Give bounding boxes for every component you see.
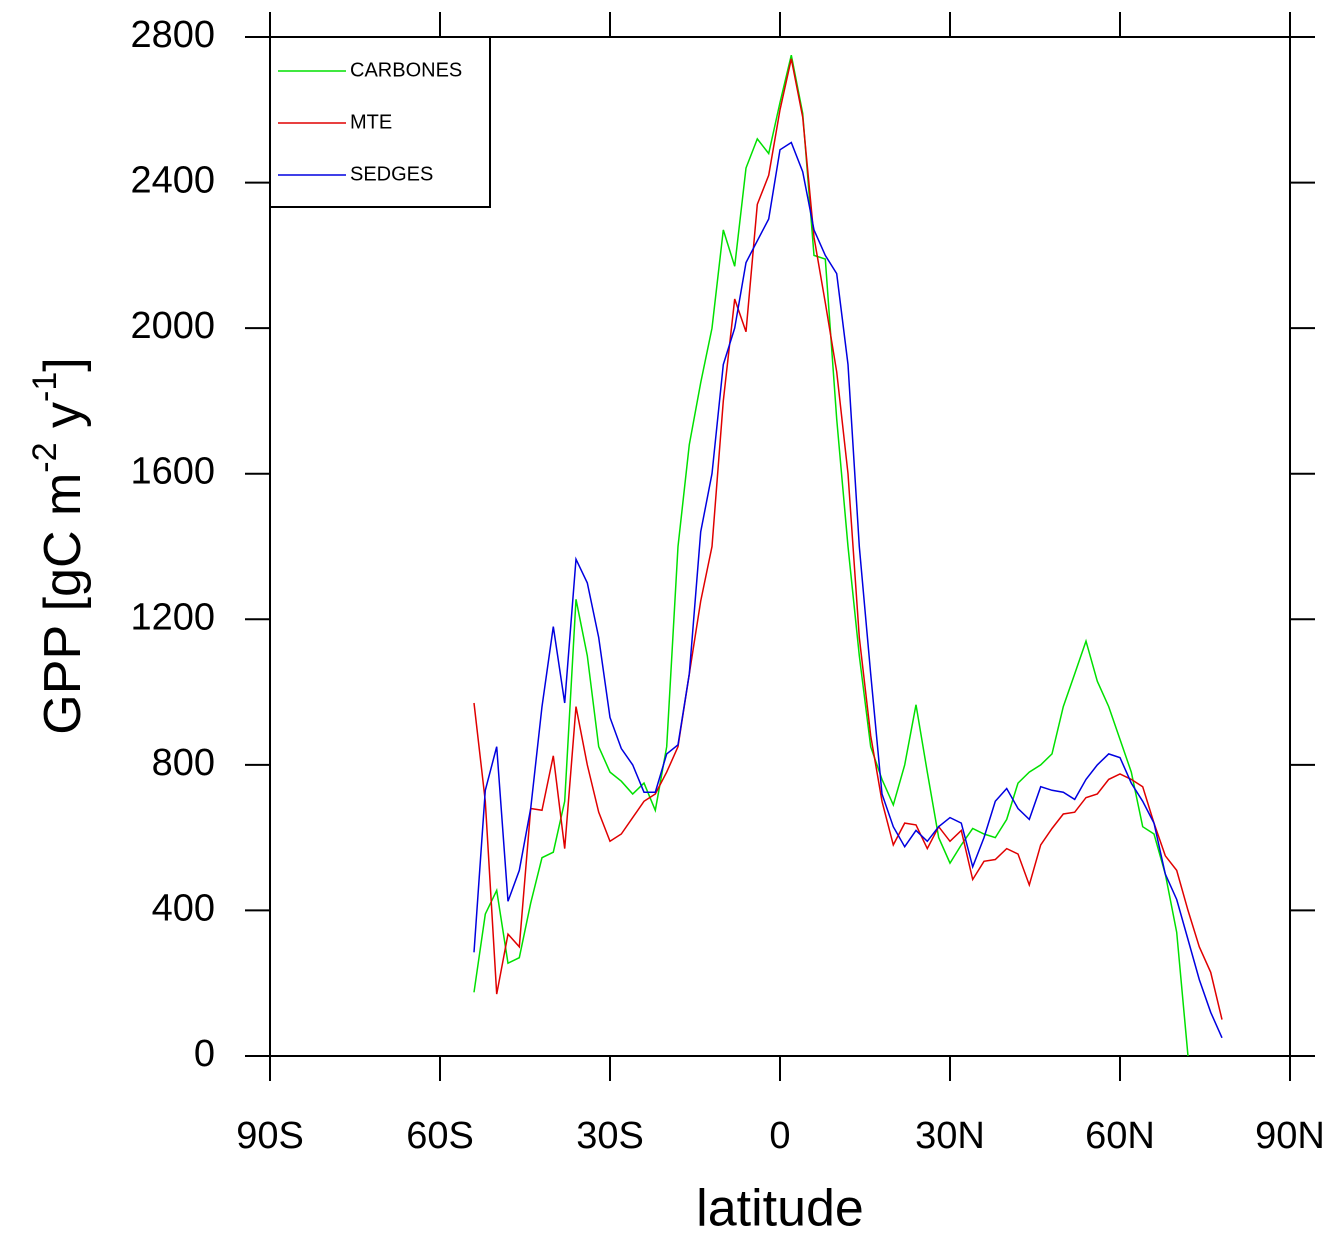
series-line: [473, 55, 1189, 1057]
x-tick-label: 0: [769, 1115, 790, 1157]
y-tick-label: 1600: [130, 451, 215, 493]
legend-label: MTE: [350, 111, 392, 133]
y-label-part: y: [34, 402, 92, 442]
legend: CARBONES MTE SEDGES: [269, 36, 491, 208]
y-tick-label: 2400: [130, 160, 215, 202]
x-axis-label: latitude: [696, 1180, 864, 1238]
x-tick-label: 90N: [1255, 1115, 1325, 1157]
x-tick-label: 60N: [1085, 1115, 1155, 1157]
x-tick-label: 30S: [576, 1115, 644, 1157]
x-tick-label: 90S: [236, 1115, 304, 1157]
series-line: [473, 141, 1223, 1039]
y-label-part: ]: [34, 357, 92, 371]
y-label-part: -2: [26, 442, 64, 472]
y-axis-label: GPP [gC m-2 y-1]: [26, 357, 92, 734]
legend-label: CARBONES: [350, 59, 462, 81]
x-tick-label: 30N: [915, 1115, 985, 1157]
y-label-part: GPP [gC m: [34, 473, 92, 735]
y-tick-label: 1200: [130, 596, 215, 638]
y-tick-label: 400: [152, 887, 215, 929]
legend-label: SEDGES: [350, 163, 433, 185]
y-tick-label: 2000: [130, 305, 215, 347]
y-tick-label: 0: [194, 1033, 215, 1075]
y-label-part: -1: [26, 372, 64, 402]
y-tick-label: 2800: [130, 14, 215, 56]
series-line: [473, 58, 1223, 1020]
legend-box: [269, 36, 491, 208]
y-tick-label: 800: [152, 742, 215, 784]
x-tick-label: 60S: [406, 1115, 474, 1157]
